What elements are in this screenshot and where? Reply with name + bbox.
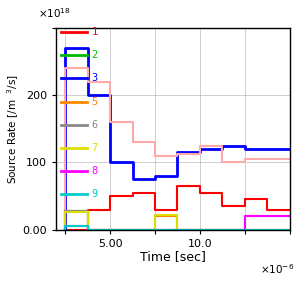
Text: 6: 6	[91, 120, 98, 130]
Text: 5: 5	[91, 97, 98, 107]
Text: $\times10^{-6}$: $\times10^{-6}$	[260, 262, 295, 276]
Text: 3: 3	[91, 74, 98, 83]
Text: 8: 8	[91, 166, 98, 176]
Text: 2: 2	[91, 50, 98, 60]
X-axis label: Time [sec]: Time [sec]	[140, 250, 206, 263]
Text: 7: 7	[91, 143, 98, 153]
Text: 1: 1	[91, 27, 98, 37]
Text: 9: 9	[91, 189, 98, 199]
Text: $\times10^{18}$: $\times10^{18}$	[38, 6, 70, 20]
Y-axis label: Source Rate [/m  $^3$/s]: Source Rate [/m $^3$/s]	[6, 74, 21, 184]
